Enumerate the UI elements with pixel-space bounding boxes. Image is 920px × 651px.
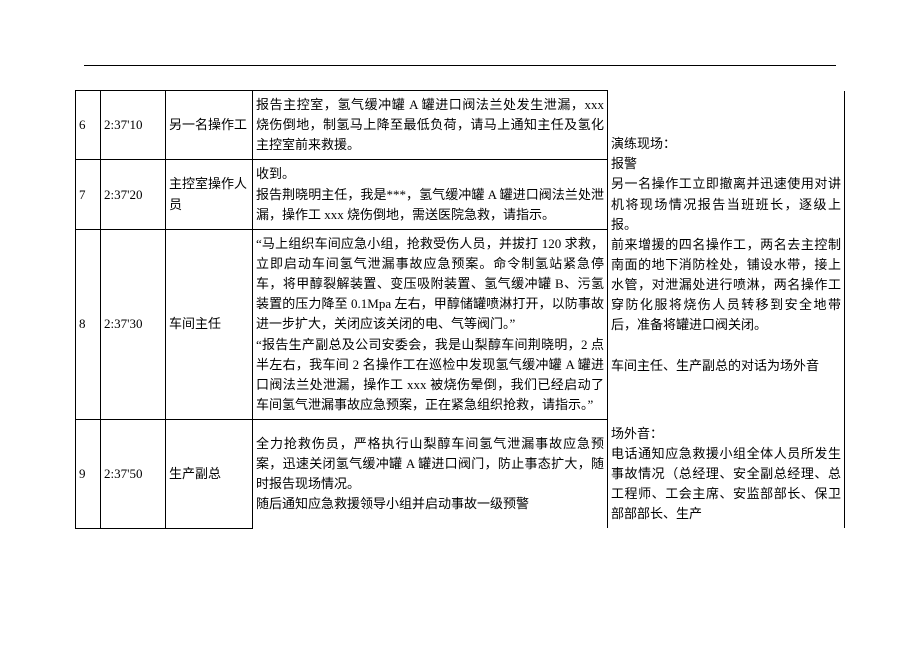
cell-idx: 6 (76, 91, 101, 160)
cell-time: 2:37'20 (101, 160, 166, 229)
cell-role: 生产副总 (166, 420, 253, 529)
script-table: 6 2:37'10 另一名操作工 报告主控室，氢气缓冲罐 A 罐进口阀法兰处发生… (75, 90, 845, 529)
cell-idx: 9 (76, 420, 101, 529)
table-row: 9 2:37'50 生产副总 全力抢救伤员，严格执行山梨醇车间氢气泄漏事故应急预… (76, 420, 845, 529)
table-row: 6 2:37'10 另一名操作工 报告主控室，氢气缓冲罐 A 罐进口阀法兰处发生… (76, 91, 845, 160)
cell-body: 报告主控室，氢气缓冲罐 A 罐进口阀法兰处发生泄漏，xxx 烧伤倒地，制氢马上降… (253, 91, 608, 160)
cell-body: 全力抢救伤员，严格执行山梨醇车间氢气泄漏事故应急预案，迅速关闭氢气缓冲罐 A 罐… (253, 420, 608, 529)
cell-note: 演练现场：报警另一名操作工立即撤离并迅速使用对讲机将现场情况报告当班班长，逐级上… (608, 91, 845, 420)
cell-time: 2:37'30 (101, 229, 166, 419)
cell-time: 2:37'10 (101, 91, 166, 160)
cell-role: 车间主任 (166, 229, 253, 419)
cell-idx: 7 (76, 160, 101, 229)
cell-body: 收到。报告荆晓明主任，我是***，氢气缓冲罐 A 罐进口阀法兰处泄漏，操作工 x… (253, 160, 608, 229)
cell-body: “马上组织车间应急小组，抢救受伤人员，并拔打 120 求救，立即启动车间氢气泄漏… (253, 229, 608, 419)
cell-idx: 8 (76, 229, 101, 419)
cell-note: 场外音：电话通知应急救援小组全体人员所发生事故情况（总经理、安全副总经理、总工程… (608, 420, 845, 529)
cell-role: 主控室操作人员 (166, 160, 253, 229)
cell-time: 2:37'50 (101, 420, 166, 529)
cell-role: 另一名操作工 (166, 91, 253, 160)
